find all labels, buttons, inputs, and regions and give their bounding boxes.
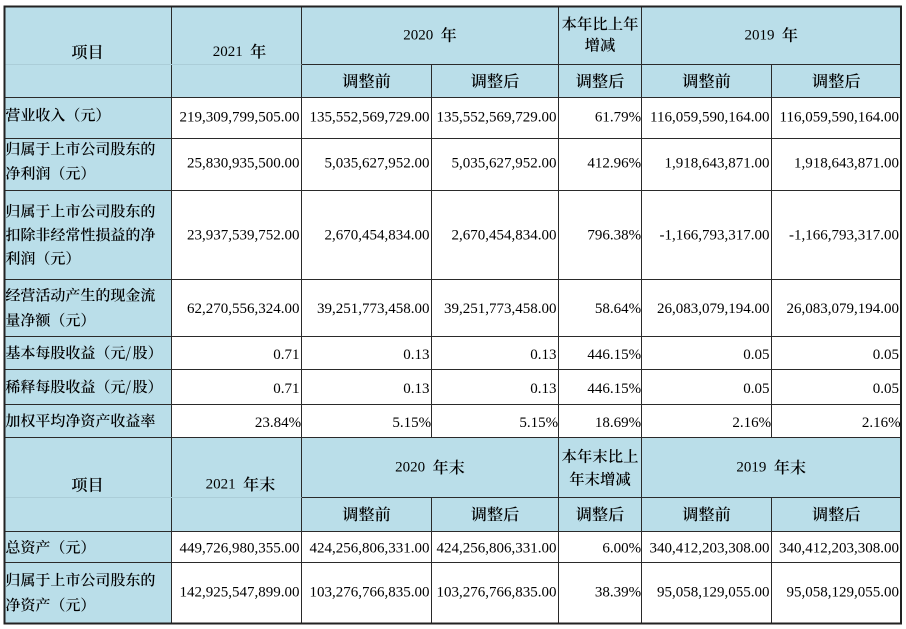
svg-text:2021: 2021	[213, 44, 243, 60]
svg-text:18.69%: 18.69%	[595, 415, 641, 431]
svg-text:2,670,454,834.00: 2,670,454,834.00	[325, 227, 430, 243]
svg-text:26,083,079,194.00: 26,083,079,194.00	[657, 301, 770, 317]
svg-text:103,276,766,835.00: 103,276,766,835.00	[437, 585, 557, 601]
svg-text:2019: 2019	[745, 27, 775, 43]
svg-text:6.00%: 6.00%	[602, 540, 641, 556]
svg-text:0.13: 0.13	[403, 381, 429, 397]
svg-text:0.13: 0.13	[403, 347, 429, 363]
svg-text:796.38%: 796.38%	[587, 227, 641, 243]
svg-text:5.15%: 5.15%	[392, 415, 431, 431]
svg-text:116,059,590,164.00: 116,059,590,164.00	[650, 109, 769, 125]
svg-text:0.71: 0.71	[273, 347, 299, 363]
svg-text:424,256,806,331.00: 424,256,806,331.00	[437, 540, 557, 556]
svg-text:23.84%: 23.84%	[255, 415, 301, 431]
svg-text:5,035,627,952.00: 5,035,627,952.00	[452, 155, 557, 171]
svg-text:446.15%: 446.15%	[587, 381, 641, 397]
svg-text:39,251,773,458.00: 39,251,773,458.00	[444, 301, 557, 317]
svg-text:116,059,590,164.00: 116,059,590,164.00	[780, 109, 899, 125]
svg-text:23,937,539,752.00: 23,937,539,752.00	[187, 227, 300, 243]
svg-text:62,270,556,324.00: 62,270,556,324.00	[187, 301, 300, 317]
svg-text:135,552,569,729.00: 135,552,569,729.00	[437, 109, 557, 125]
svg-text:0.05: 0.05	[873, 381, 899, 397]
svg-text:135,552,569,729.00: 135,552,569,729.00	[310, 109, 430, 125]
svg-text:142,925,547,899.00: 142,925,547,899.00	[180, 585, 300, 601]
svg-text:38.39%: 38.39%	[595, 585, 641, 601]
svg-text:0.05: 0.05	[743, 381, 769, 397]
svg-text:449,726,980,355.00: 449,726,980,355.00	[180, 540, 300, 556]
svg-text:58.64%: 58.64%	[595, 301, 641, 317]
svg-text:340,412,203,308.00: 340,412,203,308.00	[779, 540, 899, 556]
svg-text:446.15%: 446.15%	[587, 347, 641, 363]
svg-text:0.05: 0.05	[743, 347, 769, 363]
svg-text:25,830,935,500.00: 25,830,935,500.00	[187, 155, 300, 171]
svg-text:95,058,129,055.00: 95,058,129,055.00	[657, 585, 770, 601]
svg-text:5.15%: 5.15%	[519, 415, 558, 431]
svg-text:1,918,643,871.00: 1,918,643,871.00	[794, 155, 899, 171]
svg-text:412.96%: 412.96%	[587, 155, 641, 171]
svg-text:26,083,079,194.00: 26,083,079,194.00	[787, 301, 900, 317]
svg-text:2020: 2020	[395, 460, 425, 476]
svg-text:0.71: 0.71	[273, 381, 299, 397]
svg-text:219,309,799,505.00: 219,309,799,505.00	[180, 109, 300, 125]
svg-text:2,670,454,834.00: 2,670,454,834.00	[452, 227, 557, 243]
svg-text:2021: 2021	[206, 477, 236, 493]
svg-text:103,276,766,835.00: 103,276,766,835.00	[310, 585, 430, 601]
svg-text:340,412,203,308.00: 340,412,203,308.00	[650, 540, 770, 556]
svg-text:0.13: 0.13	[530, 381, 556, 397]
svg-text:2019: 2019	[736, 460, 766, 476]
svg-text:1,918,643,871.00: 1,918,643,871.00	[665, 155, 770, 171]
svg-text:-1,166,793,317.00: -1,166,793,317.00	[660, 227, 770, 243]
svg-text:2.16%: 2.16%	[732, 415, 771, 431]
svg-text:0.13: 0.13	[530, 347, 556, 363]
svg-text:0.05: 0.05	[873, 347, 899, 363]
svg-text:39,251,773,458.00: 39,251,773,458.00	[317, 301, 430, 317]
svg-text:2.16%: 2.16%	[862, 415, 901, 431]
svg-text:424,256,806,331.00: 424,256,806,331.00	[310, 540, 430, 556]
svg-text:5,035,627,952.00: 5,035,627,952.00	[325, 155, 430, 171]
svg-text:61.79%: 61.79%	[595, 109, 641, 125]
svg-text:-1,166,793,317.00: -1,166,793,317.00	[789, 227, 899, 243]
svg-text:2020: 2020	[403, 27, 433, 43]
svg-text:95,058,129,055.00: 95,058,129,055.00	[787, 585, 900, 601]
